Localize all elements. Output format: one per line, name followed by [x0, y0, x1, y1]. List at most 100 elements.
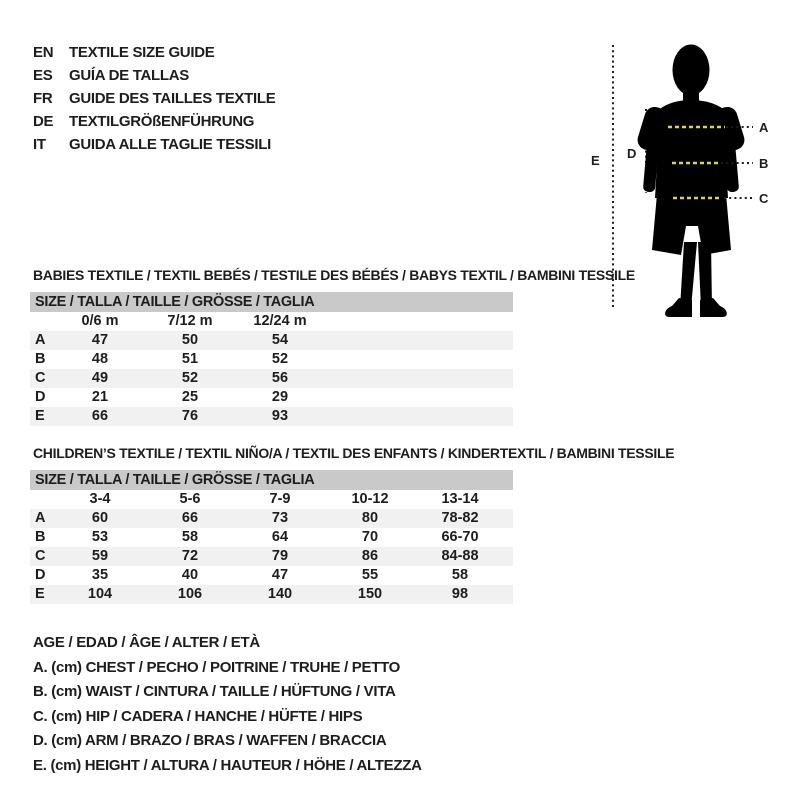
cell: 140	[267, 586, 293, 602]
lang-title: GUIDA ALLE TAGLIE TESSILI	[69, 136, 271, 153]
legend-height: E. (cm) HEIGHT / ALTURA / HAUTEUR / HÖHE…	[33, 756, 422, 774]
cell: 86	[361, 548, 379, 564]
cell: 52	[271, 351, 289, 367]
cell: 52	[181, 370, 199, 386]
column-header: 7-9	[269, 491, 291, 507]
lang-row-it: IT GUIDA ALLE TAGLIE TESSILI	[33, 133, 275, 156]
cell: 59	[91, 548, 109, 564]
cell: 58	[451, 567, 469, 583]
table-row-d: D 35 40 47 55 58	[30, 566, 513, 585]
row-label: C	[35, 548, 46, 564]
babies-size-header: SIZE / TALLA / TAILLE / GRÖSSE / TAGLIA	[30, 292, 513, 312]
cell: 51	[181, 351, 199, 367]
label-e: E	[591, 153, 600, 168]
row-label: B	[35, 529, 46, 545]
cell: 54	[271, 332, 289, 348]
cell: 53	[91, 529, 109, 545]
lang-row-en: EN TEXTILE SIZE GUIDE	[33, 41, 275, 64]
cell: 60	[91, 510, 109, 526]
table-row-c: C 49 52 56	[30, 369, 513, 388]
table-row-d: D 21 25 29	[30, 388, 513, 407]
cell: 76	[181, 408, 199, 424]
lang-title: GUÍA DE TALLAS	[69, 67, 189, 84]
column-header: 13-14	[441, 491, 479, 507]
lang-row-es: ES GUÍA DE TALLAS	[33, 64, 275, 87]
measurement-legend: AGE / EDAD / ÂGE / ALTER / ETÀ A. (cm) C…	[33, 631, 422, 779]
lang-code: ES	[33, 67, 53, 84]
babies-textile-table: BABIES TEXTILE / TEXTIL BEBÉS / TESTILE …	[30, 267, 635, 426]
cell: 47	[271, 567, 289, 583]
label-d: D	[627, 146, 636, 161]
table-row-e: E 104 106 140 150 98	[30, 585, 513, 604]
cell: 64	[271, 529, 289, 545]
table-row-b: B 53 58 64 70 66-70	[30, 528, 513, 547]
legend-chest: A. (cm) CHEST / PECHO / POITRINE / TRUHE…	[33, 658, 401, 676]
cell: 25	[181, 389, 199, 405]
cell: 66	[91, 408, 109, 424]
label-b: B	[759, 156, 768, 171]
label-c: C	[759, 191, 769, 206]
lang-title: GUIDE DES TAILLES TEXTILE	[69, 90, 276, 107]
cell: 29	[271, 389, 289, 405]
cell: 73	[271, 510, 289, 526]
cell: 80	[361, 510, 379, 526]
row-label: D	[35, 389, 46, 405]
cell: 98	[451, 586, 469, 602]
legend-hip: C. (cm) HIP / CADERA / HANCHE / HÜFTE / …	[33, 707, 363, 725]
child-silhouette-diagram: A B C D E	[591, 44, 769, 317]
cell: 48	[91, 351, 109, 367]
cell: 70	[361, 529, 379, 545]
row-label: E	[35, 586, 45, 602]
column-header: 3-4	[89, 491, 111, 507]
babies-table-title: BABIES TEXTILE / TEXTIL BEBÉS / TESTILE …	[33, 267, 635, 283]
cell: 21	[91, 389, 109, 405]
column-header: 12/24 m	[253, 313, 307, 329]
lang-title: TEXTILE SIZE GUIDE	[69, 44, 215, 61]
cell: 35	[91, 567, 109, 583]
table-row-a: A 60 66 73 80 78-82	[30, 509, 513, 528]
table-row-c: C 59 72 79 86 84-88	[30, 547, 513, 566]
label-a: A	[759, 120, 769, 135]
lang-title: TEXTILGRÖßENFÜHRUNG	[69, 113, 255, 130]
cell: 55	[361, 567, 379, 583]
children-size-header: SIZE / TALLA / TAILLE / GRÖSSE / TAGLIA	[30, 470, 513, 490]
column-header: 5-6	[179, 491, 201, 507]
children-textile-table: CHILDREN’S TEXTILE / TEXTIL NIÑO/A / TEX…	[30, 445, 675, 604]
cell: 78-82	[441, 510, 479, 526]
language-title-list: EN TEXTILE SIZE GUIDE ES GUÍA DE TALLAS …	[33, 41, 276, 156]
cell: 72	[181, 548, 199, 564]
legend-arm: D. (cm) ARM / BRAZO / BRAS / WAFFEN / BR…	[33, 732, 387, 750]
row-label: B	[35, 351, 46, 367]
row-label: E	[35, 408, 45, 424]
cell: 40	[181, 567, 199, 583]
cell: 49	[91, 370, 109, 386]
lang-row-de: DE TEXTILGRÖßENFÜHRUNG	[33, 110, 275, 133]
lang-code: FR	[33, 90, 53, 107]
lang-code: IT	[33, 136, 46, 153]
cell: 47	[91, 332, 109, 348]
row-label: D	[35, 567, 46, 583]
column-header: 7/12 m	[167, 313, 213, 329]
lang-code: DE	[33, 113, 54, 130]
cell: 79	[271, 548, 289, 564]
row-label: C	[35, 370, 46, 386]
children-table-title: CHILDREN’S TEXTILE / TEXTIL NIÑO/A / TEX…	[33, 445, 675, 461]
cell: 93	[271, 408, 289, 424]
babies-column-header-row: 0/6 m 7/12 m 12/24 m	[30, 312, 513, 331]
column-header: 10-12	[351, 491, 389, 507]
cell: 56	[271, 370, 289, 386]
child-silhouette-icon	[637, 44, 745, 317]
cell: 66	[181, 510, 199, 526]
lang-code: EN	[33, 44, 54, 61]
column-header: 0/6 m	[81, 313, 119, 329]
row-label: A	[35, 332, 46, 348]
row-label: A	[35, 510, 46, 526]
table-row-a: A 47 50 54	[30, 331, 513, 350]
table-row-b: B 48 51 52	[30, 350, 513, 369]
children-column-header-row: 3-4 5-6 7-9 10-12 13-14	[30, 490, 513, 509]
legend-age: AGE / EDAD / ÂGE / ALTER / ETÀ	[33, 634, 260, 651]
cell: 150	[357, 586, 383, 602]
measurement-figure: A B C D E	[585, 28, 795, 322]
cell: 50	[181, 332, 199, 348]
legend-waist: B. (cm) WAIST / CINTURA / TAILLE / HÜFTU…	[33, 683, 396, 701]
